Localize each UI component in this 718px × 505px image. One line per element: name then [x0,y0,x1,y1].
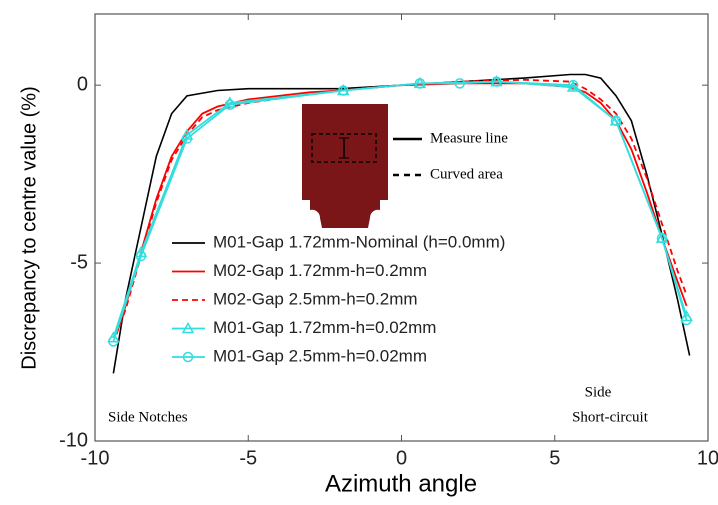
y-tick-label: -5 [70,251,88,273]
plot-frame [94,13,709,442]
marker [181,133,193,144]
legend-marker [182,351,194,363]
legend-label: M01-Gap 1.72mm-h=0.02mm [213,318,436,337]
series-line [112,80,688,342]
x-tick-label: 10 [697,447,718,469]
annotation: Side Notches [108,409,188,425]
x-tick-label: -10 [81,447,110,469]
x-axis-label: Azimuth angle [325,470,477,497]
legend-label: M01-Gap 1.72mm-Nominal (h=0.0mm) [213,232,505,251]
inset-label: Curved area [430,166,503,182]
x-tick-label: -5 [239,447,257,469]
marker [135,250,147,262]
x-tick-label: 0 [396,447,407,469]
marker [338,85,349,96]
annotation: Side [585,384,612,400]
inset-label: Measure line [430,130,508,146]
marker [414,78,426,89]
x-tick-label: 5 [549,447,560,469]
marker [454,78,465,89]
y-tick-label: -10 [59,429,88,451]
marker [224,99,236,110]
marker [567,79,579,91]
inset-shape [302,104,422,228]
marker [681,314,692,326]
legend-label: M02-Gap 2.5mm-h=0.2mm [213,289,418,308]
marker [610,115,622,126]
marker [108,336,119,347]
legend-label: M01-Gap 2.5mm-h=0.02mm [213,346,427,365]
legend-label: M02-Gap 1.72mm-h=0.2mm [213,261,427,280]
marker [223,96,237,108]
y-axis-label: Discrepancy to centre value (%) [18,86,40,369]
annotation: Short-circuit [572,409,649,425]
y-tick-label: 0 [77,73,88,95]
marker [656,232,668,244]
marker [491,76,502,87]
legend-marker [181,321,195,334]
